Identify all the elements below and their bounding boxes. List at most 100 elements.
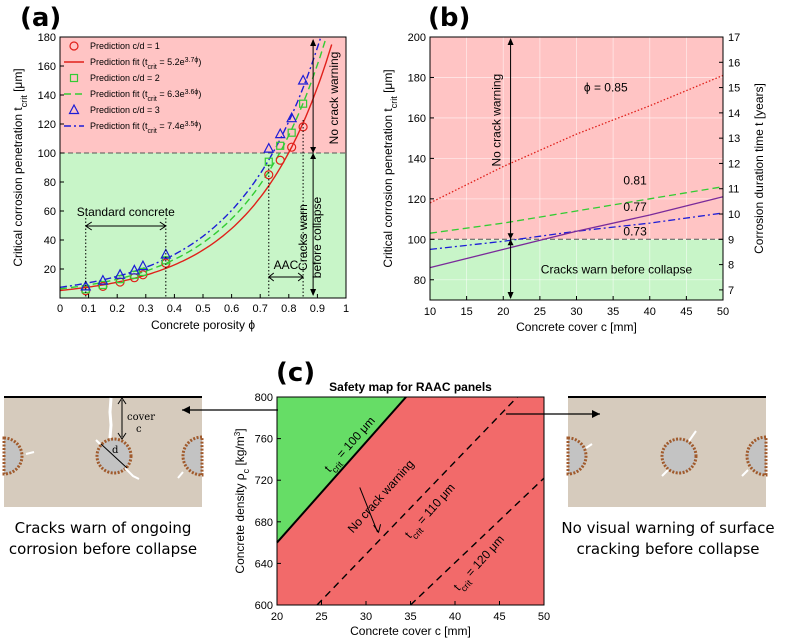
b-xtick-label-8: 50 [717,306,729,318]
cover-dimension-arrows [117,397,127,440]
b-cracks-warn-label: Cracks warn before collapse [541,263,693,277]
left-crack-4 [177,471,184,479]
a-point-s3-9 [286,111,298,123]
a-xtick-label-4: 0.4 [167,303,182,315]
b-x-axis-label: Concrete cover c [mm] [516,320,637,334]
c-boundary-line-2 [316,396,518,606]
right-caption-line1: No visual warning of surface [561,519,774,537]
left-crack-3 [25,451,35,455]
a-legend-label-marker-3: Prediction c/d = 3 [90,105,160,115]
panel-label-b: (b) [428,3,470,33]
a-point-s1-9 [287,142,297,152]
a-point-s3-1 [80,280,92,291]
right-rebar-edge-left [566,436,588,476]
left-crack-2 [95,439,101,445]
c-ytick-label-1: 640 [255,558,273,570]
a-legend-label-marker-2: Prediction c/d = 2 [90,73,160,83]
b-xtick-label-2: 20 [497,306,509,318]
a-point-s3-10 [297,74,309,85]
right-crack-3 [585,443,593,449]
a-ytick-label-0: 20 [44,264,56,276]
a-xtick-label-9: 0.9 [310,303,325,315]
a-xtick-label-2: 0.2 [110,303,125,315]
b-series-label-3: 0.77 [623,200,647,214]
a-ytick-label-1: 40 [44,235,56,247]
left-pointer-head [182,406,190,414]
b-ytick-right-label-5: 12 [728,158,740,170]
b-xtick-label-4: 30 [570,306,582,318]
a-point-s3-2 [97,274,109,285]
a-xtick-label-10: 1 [343,303,349,315]
right-crack-4 [741,469,749,477]
a-legend-label-fit-2: Prediction fit (tcrit = 6.3e3.6ϕ) [90,89,201,103]
a-no-crack-label: No crack warning [327,52,341,145]
b-y-axis-label: Critical corrosion penetration tcrit [μm… [381,69,399,267]
b-xtick-label-0: 10 [424,306,436,318]
c-boundary-line-3 [410,477,545,606]
b-ytick-label-4: 160 [408,113,426,125]
b-ytick-label-1: 100 [408,234,426,246]
right-caption-line2: cracking before collapse [576,540,759,558]
b-ytick-right-label-2: 9 [728,234,734,246]
b-ytick-right-label-8: 15 [728,83,740,95]
a-y-axis-label: Critical corrosion penetration tcrit [μm… [11,68,29,266]
right-crack-1 [688,430,697,442]
diameter-label: d [112,445,119,456]
c-ytick-label-4: 760 [255,434,273,446]
c-xtick-label-5: 45 [493,611,505,623]
a-cracks-warn-label-1: Cracks warn [296,204,310,271]
c-ytick-label-0: 600 [255,600,273,612]
c-ytick-label-5: 800 [255,392,273,404]
c-direction-arrowhead [373,524,382,534]
chart-c: Safety map for RAAC panels tcrit = 100 μ… [233,380,551,638]
a-point-s2-9 [287,128,296,137]
a-aac-arrowheads [267,272,304,282]
left-caption-line1: Cracks warn of ongoing [15,519,192,537]
c-ytick-label-3: 720 [255,475,273,487]
a-annotations: Standard concrete AAC No crack warning Crac… [77,39,341,298]
c-xtick-label-3: 35 [404,611,416,623]
c-x-axis-label: Concrete cover c [mm] [350,624,471,638]
b-ytick-right-label-9: 16 [728,57,740,69]
c-xtick-label-2: 30 [360,611,372,623]
a-xtick-label-7: 0.7 [253,303,268,315]
panel-label-c: (c) [276,358,315,388]
a-ytick-label-4: 100 [38,148,56,160]
a-aac-label: AAC [274,258,299,272]
right-illustration: No visual warning of surface cracking be… [506,396,775,558]
b-series-line-1 [429,74,724,204]
c-direction-arrow [359,487,379,533]
b-series-label-4: 0.73 [623,224,647,238]
b-ytick-label-2: 120 [408,194,426,206]
b-series-label-2: 0.81 [623,174,647,188]
a-cracks-warn-label-2: before collapse [310,196,324,278]
c-ytick-label-2: 680 [255,517,273,529]
a-xtick-label-0: 0 [57,303,63,315]
a-legend-marker-2 [69,73,79,83]
c-xtick-label-0: 20 [271,611,283,623]
diameter-line [100,443,128,469]
a-xtick-label-3: 0.3 [138,303,153,315]
cover-label: cover [127,412,155,423]
a-std-arrowheads [84,221,167,231]
left-crack-1 [124,467,140,480]
a-legend-label-fit-1: Prediction fit (tcrit = 5.2e3.7ϕ) [90,57,201,71]
b-series-label-1: ϕ = 0.85 [584,81,628,95]
c-xtick-label-1: 25 [315,611,327,623]
chart-a: Standard concrete AAC No crack warning Crac… [11,32,349,332]
b-xtick-label-5: 35 [607,306,619,318]
a-point-s3-8 [274,127,286,139]
b-ytick-right-label-0: 7 [728,285,734,297]
b-ytick-label-3: 140 [408,153,426,165]
b-ytick-right-label-10: 17 [728,32,740,44]
right-crack-2 [661,469,669,477]
a-point-s3-5 [137,259,149,271]
a-point-s1-7 [264,170,274,180]
b-annotations: No crack warning Cracks warn before colla… [490,38,693,299]
b-series-line-3 [429,212,724,251]
a-legend-marker-1 [69,41,79,51]
a-standard-concrete-label: Standard concrete [77,205,175,219]
a-point-s1-8 [275,155,285,165]
left-surface-crack [108,397,113,439]
